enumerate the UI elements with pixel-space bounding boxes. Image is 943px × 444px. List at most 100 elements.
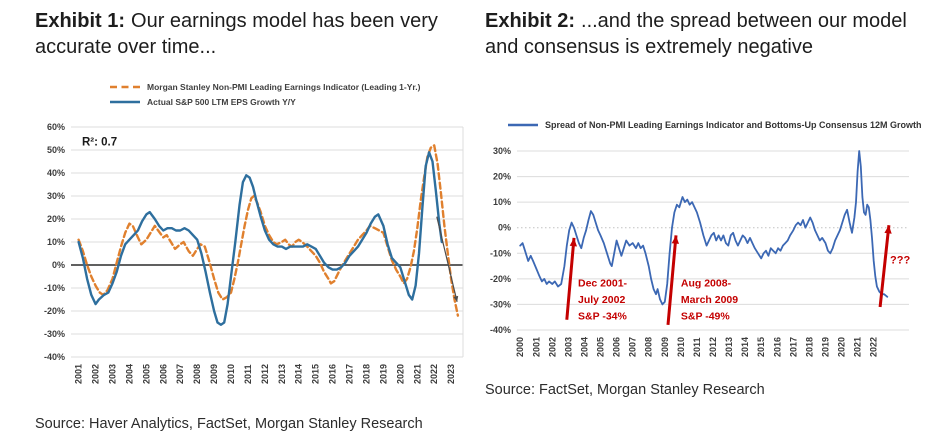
y-tick-label: -20% — [44, 306, 65, 316]
x-tick-label: 2006 — [158, 364, 168, 384]
annotation-text: R²: 0.7 — [82, 136, 117, 148]
x-tick-label: 2008 — [644, 337, 654, 357]
legend-line-sample — [110, 100, 140, 104]
x-tick-label: 2001 — [74, 364, 84, 384]
x-tick-label: 2009 — [660, 337, 670, 357]
x-tick-label: 2000 — [515, 337, 525, 357]
x-tick-label: 2014 — [294, 364, 304, 384]
legend-label: Spread of Non-PMI Leading Earnings Indic… — [545, 120, 922, 130]
series-line-0 — [77, 144, 460, 317]
x-tick-label: 2007 — [628, 337, 638, 357]
legend-line-sample — [110, 85, 140, 89]
annotation-text: Dec 2001- — [578, 278, 628, 290]
x-tick-label: 2005 — [596, 337, 606, 357]
spread-chart: 30% 20% 10% 0% -10% -20% -30% -40% 2000 2001 2002 2… — [490, 146, 910, 357]
y-tick-label: 40% — [47, 168, 65, 178]
y-tick-label: 20% — [47, 214, 65, 224]
y-tick-label: 20% — [493, 172, 511, 182]
x-tick-label: 2021 — [412, 364, 422, 384]
legend-label: Morgan Stanley Non-PMI Leading Earnings … — [147, 82, 421, 92]
legend-item: Morgan Stanley Non-PMI Leading Earnings … — [109, 82, 420, 92]
annotation-text: March 2009 — [681, 294, 738, 306]
x-tick-label: 2020 — [837, 337, 847, 357]
x-tick-label: 2008 — [192, 364, 202, 384]
y-tick-label: -30% — [44, 329, 65, 339]
x-tick-label: 2011 — [692, 337, 702, 357]
x-tick-label: 2015 — [756, 337, 766, 357]
x-tick-label: 2005 — [141, 364, 151, 384]
legend-label: Actual S&P 500 LTM EPS Growth Y/Y — [147, 97, 296, 107]
exhibit1-legend: Morgan Stanley Non-PMI Leading Earnings … — [109, 82, 420, 107]
x-tick-label: 2004 — [580, 337, 590, 357]
y-tick-label: -10% — [490, 248, 511, 258]
exhibit1-source: Source: Haver Analytics, FactSet, Morgan… — [35, 416, 423, 432]
legend-item: Actual S&P 500 LTM EPS Growth Y/Y — [109, 97, 420, 107]
annotation-text: ??? — [890, 255, 910, 267]
y-tick-label: -10% — [44, 283, 65, 293]
x-tick-label: 2015 — [311, 364, 321, 384]
y-tick-label: 30% — [47, 191, 65, 201]
x-tick-label: 2022 — [869, 337, 879, 357]
x-tick-label: 2017 — [345, 364, 355, 384]
legend-line-sample — [508, 123, 538, 127]
exhibit2-title: Exhibit 2: ...and the spread between our … — [485, 8, 941, 60]
exhibit2-source: Source: FactSet, Morgan Stanley Research — [485, 382, 765, 398]
exhibit1-panel: Exhibit 1: Our earnings model has been ve… — [35, 8, 471, 444]
annotation-arrowhead — [884, 225, 892, 234]
annotation-arrow — [666, 235, 678, 326]
x-tick-label: 2001 — [531, 337, 541, 357]
annotation-arrow — [436, 216, 458, 302]
y-tick-label: 60% — [47, 122, 65, 132]
annotation-arrow — [565, 237, 576, 320]
annotation-arrowhead — [569, 237, 577, 247]
x-tick-label: 2002 — [547, 337, 557, 357]
x-tick-label: 2016 — [328, 364, 338, 384]
x-tick-label: 2013 — [724, 337, 734, 357]
series-line-0 — [519, 150, 889, 306]
exhibit2-panel: Exhibit 2: ...and the spread between our … — [485, 8, 941, 444]
y-tick-label: 30% — [493, 146, 511, 156]
annotation-text: S&P -49% — [681, 311, 730, 323]
x-tick-label: 2007 — [175, 364, 185, 384]
x-tick-label: 2014 — [740, 337, 750, 357]
x-tick-label: 2016 — [772, 337, 782, 357]
y-tick-label: 10% — [47, 237, 65, 247]
x-tick-label: 2023 — [446, 364, 456, 384]
exhibit2-title-label: Exhibit 2: — [485, 10, 576, 32]
exhibit2-title-text: ...and the spread between our model and … — [485, 10, 907, 58]
y-tick-label: -20% — [490, 274, 511, 284]
x-tick-label: 2021 — [853, 337, 863, 357]
exhibit1-title-label: Exhibit 1: — [35, 10, 126, 32]
x-tick-label: 2006 — [612, 337, 622, 357]
annotation-text: Aug 2008- — [681, 278, 732, 290]
y-tick-label: 50% — [47, 145, 65, 155]
x-tick-label: 2019 — [378, 364, 388, 384]
annotation-arrowhead — [453, 295, 459, 302]
x-tick-label: 2010 — [676, 337, 686, 357]
x-tick-label: 2019 — [821, 337, 831, 357]
y-tick-label: -40% — [490, 325, 511, 335]
annotation-arrow — [878, 225, 891, 308]
x-tick-label: 2018 — [362, 364, 372, 384]
x-tick-label: 2011 — [243, 364, 253, 384]
earnings-model-chart: 60% 50% 40% 30% 20% 10% 0% -10% -20% -30% -40% 2001… — [44, 122, 464, 384]
x-tick-label: 2009 — [209, 364, 219, 384]
y-tick-label: 10% — [493, 197, 511, 207]
exhibit1-title: Exhibit 1: Our earnings model has been ve… — [35, 8, 471, 60]
x-tick-label: 2012 — [260, 364, 270, 384]
series-line-1 — [77, 151, 443, 327]
x-tick-label: 2004 — [124, 364, 134, 384]
x-tick-label: 2017 — [788, 337, 798, 357]
x-tick-label: 2003 — [108, 364, 118, 384]
x-tick-label: 2010 — [226, 364, 236, 384]
x-tick-label: 2003 — [563, 337, 573, 357]
y-tick-label: -40% — [44, 352, 65, 362]
annotation-text: S&P -34% — [578, 311, 627, 323]
annotation-arrowhead — [671, 235, 679, 244]
legend-item: Spread of Non-PMI Leading Earnings Indic… — [507, 120, 922, 130]
x-tick-label: 2013 — [277, 364, 287, 384]
y-tick-label: -30% — [490, 299, 511, 309]
x-tick-label: 2020 — [395, 364, 405, 384]
x-tick-label: 2018 — [804, 337, 814, 357]
